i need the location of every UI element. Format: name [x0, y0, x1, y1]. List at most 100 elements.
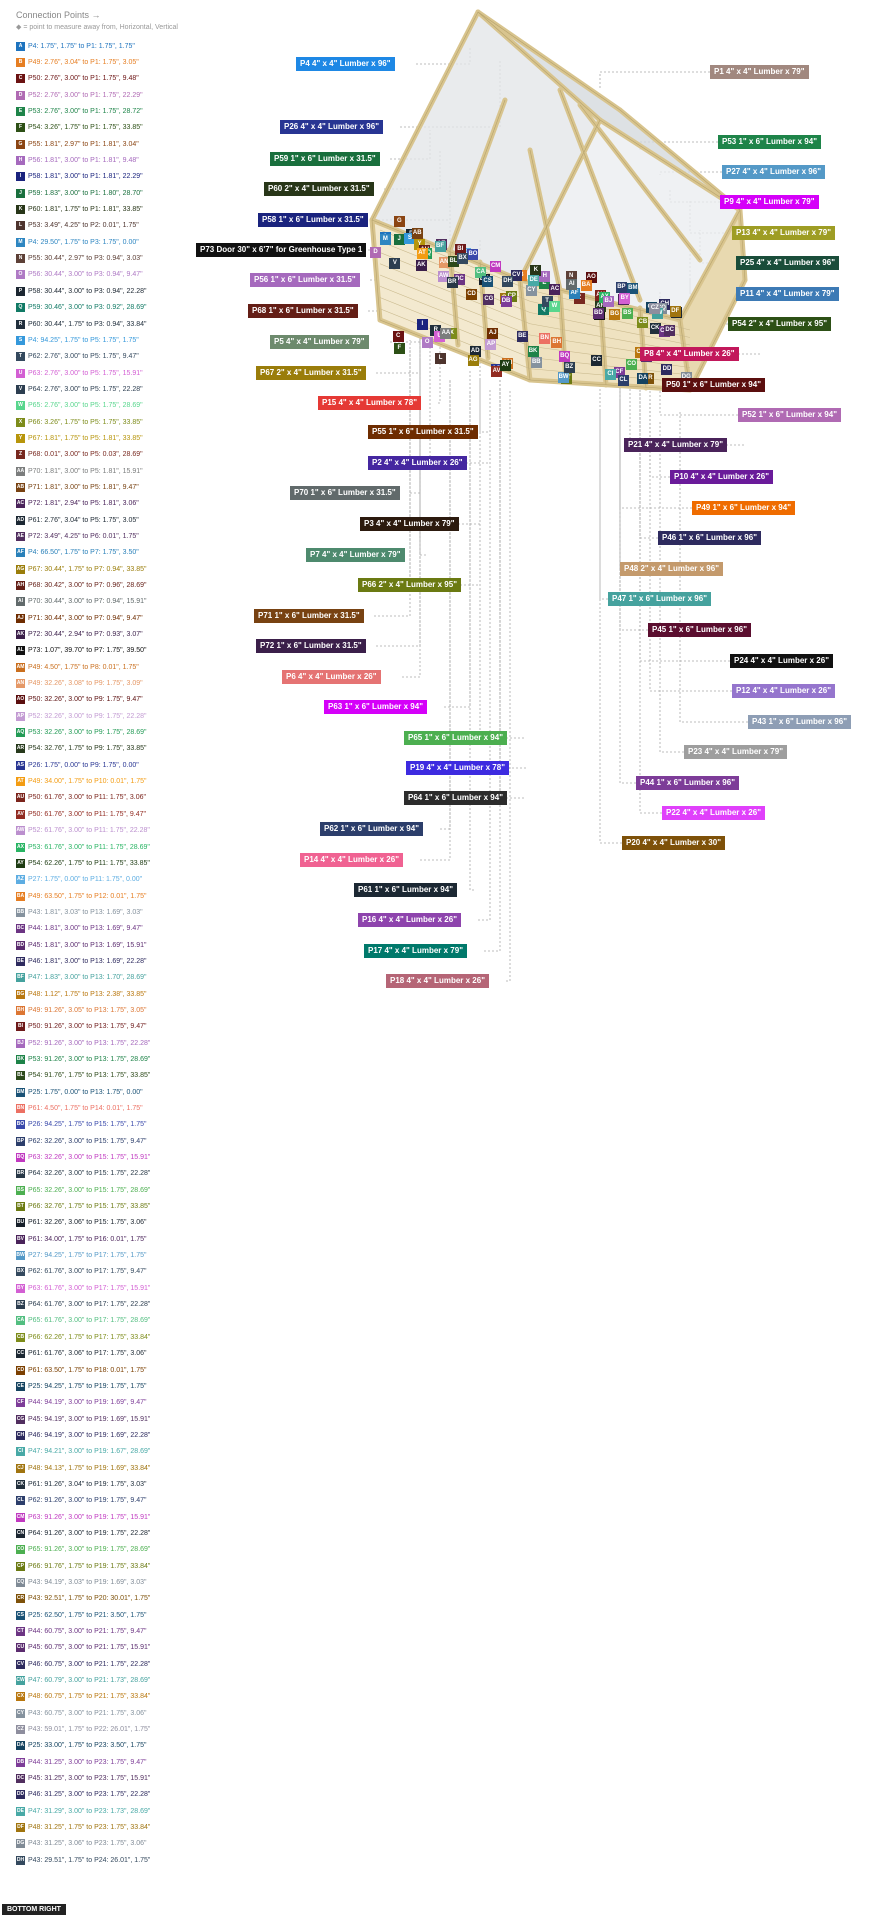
connection-point-code: AG: [16, 564, 25, 574]
part-label: P8 4" x 4" Lumber x 26": [640, 347, 739, 361]
connection-point-text: P61: 63.50", 1.75" to P18: 0.01", 1.75": [28, 1366, 147, 1374]
connection-point-text: P61: 91.26", 3.04" to P19: 1.75", 3.03": [28, 1480, 147, 1488]
part-label: P54 2" x 4" Lumber x 95": [728, 317, 831, 331]
part-label: P24 4" x 4" Lumber x 26": [730, 654, 833, 668]
connection-point-row: BZ P64: 61.76", 3.00" to P17: 1.75", 22.2…: [16, 1296, 216, 1312]
connection-point-row: BC P44: 1.81", 3.00" to P13: 1.69", 9.47": [16, 921, 216, 937]
connection-point-text: P43: 60.75", 3.00" to P21: 1.75", 3.06": [28, 1709, 147, 1717]
connection-point-row: DG P43: 31.25", 3.06" to P23: 1.75", 3.06…: [16, 1836, 216, 1852]
connection-tag: AO: [585, 271, 597, 283]
connection-tag: BE: [516, 331, 528, 343]
connection-tag: E: [538, 277, 550, 289]
part-label: P17 4" x 4" Lumber x 79": [364, 944, 467, 958]
connection-point-code: AM: [16, 662, 25, 672]
connection-point-text: P44: 1.81", 3.00" to P13: 1.69", 9.47": [28, 925, 143, 933]
connection-point-code: CK: [16, 1479, 25, 1489]
connection-tag: BD: [592, 307, 604, 319]
siding-board: [379, 263, 531, 325]
connection-point-row: AT P49: 34.00", 1.75" to P10: 0.01", 1.75…: [16, 773, 216, 789]
connection-point-code: AF: [16, 548, 25, 558]
connection-point-row: O P56: 30.44", 3.00" to P3: 0.94", 9.47": [16, 267, 216, 283]
connection-point-code: U: [16, 368, 25, 378]
leader-line: [506, 390, 511, 982]
connection-point-code: AR: [16, 744, 25, 754]
connection-point-text: P50: 91.26", 3.00" to P13: 1.75", 9.47": [28, 1023, 147, 1031]
connection-point-row: CB P66: 62.26", 1.75" to P17: 1.75", 33.8…: [16, 1329, 216, 1345]
connection-point-text: P56: 30.44", 3.00" to P3: 0.94", 9.47": [28, 271, 143, 279]
connection-tag: BC: [453, 273, 465, 285]
connection-point-row: CE P25: 94.25", 1.75" to P19: 1.75", 1.75…: [16, 1378, 216, 1394]
part-label: P73 Door 30" x 6'7" for Greenhouse Type …: [196, 243, 367, 257]
connection-tag: BN: [539, 333, 551, 345]
connection-point-code: BQ: [16, 1153, 25, 1163]
frame-member: [619, 109, 741, 211]
connection-point-row: DB P44: 31.25", 3.00" to P23: 1.75", 9.47…: [16, 1754, 216, 1770]
connection-point-code: DA: [16, 1741, 25, 1751]
connection-point-row: AN P49: 32.26", 3.08" to P9: 1.75", 3.09": [16, 675, 216, 691]
connection-point-text: P68: 0.01", 3.00" to P5: 0.03", 28.69": [28, 451, 143, 459]
part-label: P12 4" x 4" Lumber x 26": [732, 684, 835, 698]
connection-point-text: P52: 61.76", 3.00" to P11: 1.75", 22.28": [28, 827, 150, 835]
frame-member: [477, 11, 621, 111]
connection-tag: BS: [621, 308, 633, 320]
connection-point-code: CX: [16, 1692, 25, 1702]
connection-tag: R: [430, 325, 442, 337]
connection-tag: U: [434, 331, 446, 343]
connection-point-code: AB: [16, 482, 25, 492]
part-label: P7 4" x 4" Lumber x 79": [306, 548, 405, 562]
connection-point-code: BL: [16, 1071, 25, 1081]
part-label: P59 1" x 6" Lumber x 31.5": [270, 152, 380, 166]
connection-point-text: P47: 31.29", 3.00" to P23: 1.73", 28.69": [28, 1807, 151, 1815]
connection-point-code: CQ: [16, 1577, 25, 1587]
connection-point-row: AG P67: 30.44", 1.75" to P7: 0.94", 33.85…: [16, 561, 216, 577]
connection-point-row: CL P62: 91.26", 3.00" to P19: 1.75", 9.47…: [16, 1493, 216, 1509]
connection-point-row: AC P72: 1.81", 2.94" to P5: 1.81", 3.06": [16, 496, 216, 512]
connection-point-text: P49: 2.76", 3.04" to P1: 1.75", 3.05": [28, 59, 139, 67]
part-label: P10 4" x 4" Lumber x 26": [670, 470, 773, 484]
connection-point-code: AS: [16, 760, 25, 770]
connection-point-code: DH: [16, 1855, 25, 1865]
part-label: P68 1" x 6" Lumber x 31.5": [248, 304, 358, 318]
connection-tag: DB: [500, 295, 512, 307]
connection-point-text: P44: 60.75", 3.00" to P21: 1.75", 9.47": [28, 1628, 147, 1636]
connection-point-text: P62: 91.26", 3.00" to P19: 1.75", 9.47": [28, 1497, 147, 1505]
connection-point-row: CJ P48: 94.13", 1.75" to P19: 1.69", 33.8…: [16, 1460, 216, 1476]
view-corner-label: BOTTOM RIGHT: [2, 1904, 66, 1915]
connection-point-code: BA: [16, 891, 25, 901]
connection-point-row: BX P62: 61.76", 3.00" to P17: 1.75", 9.47…: [16, 1264, 216, 1280]
connection-point-row: CK P61: 91.26", 3.04" to P19: 1.75", 3.03…: [16, 1476, 216, 1492]
leader-line: [659, 420, 684, 753]
leader-line: [679, 410, 748, 723]
connection-point-text: P72: 3.49", 4.25" to P6: 0.01", 1.75": [28, 532, 139, 540]
connection-tag: BY: [619, 292, 631, 304]
connection-point-text: P45: 1.81", 3.00" to P13: 1.69", 15.91": [28, 941, 147, 949]
connection-point-code: CF: [16, 1398, 25, 1408]
connection-point-text: P27: 94.25", 1.75" to P17: 1.75", 1.75": [28, 1252, 147, 1260]
connection-tag: K: [530, 264, 542, 276]
connection-point-code: CR: [16, 1594, 25, 1604]
connection-point-row: CR P43: 92.51", 1.75" to P20: 30.01", 1.7…: [16, 1591, 216, 1607]
connection-point-code: CB: [16, 1332, 25, 1342]
connection-point-code: AZ: [16, 875, 25, 885]
connection-tag: M: [379, 234, 391, 246]
connection-point-code: BS: [16, 1185, 25, 1195]
connection-point-code: K: [16, 205, 25, 215]
connection-point-row: AW P52: 61.76", 3.00" to P11: 1.75", 22.2…: [16, 823, 216, 839]
part-label: P6 4" x 4" Lumber x 26": [282, 670, 381, 684]
connection-point-code: DF: [16, 1823, 25, 1833]
connection-point-row: AS P26: 1.75", 0.00" to P9: 1.75", 0.00": [16, 757, 216, 773]
connection-point-row: Q P59: 30.46", 3.00" to P3: 0.92", 28.69": [16, 300, 216, 316]
connection-point-text: P53: 3.49", 4.25" to P2: 0.01", 1.75": [28, 222, 139, 230]
connection-point-text: P43: 92.51", 1.75" to P20: 30.01", 1.75": [28, 1595, 151, 1603]
connection-point-text: P53: 32.26", 3.00" to P9: 1.75", 28.69": [28, 729, 147, 737]
connection-point-text: P49: 91.26", 3.05" to P13: 1.75", 3.05": [28, 1006, 147, 1014]
connection-point-row: W P65: 2.76", 3.00" to P5: 1.75", 28.69": [16, 398, 216, 414]
frame-member: [477, 11, 601, 121]
connection-tag: CG: [483, 293, 495, 305]
part-label: P11 4" x 4" Lumber x 79": [736, 287, 839, 301]
connection-point-row: CM P63: 91.26", 3.00" to P19: 1.75", 15.9…: [16, 1509, 216, 1525]
connection-point-text: P43: 94.19", 3.03" to P19: 1.69", 3.03": [28, 1578, 147, 1586]
connection-point-code: AA: [16, 466, 25, 476]
part-label: P46 1" x 6" Lumber x 96": [658, 531, 761, 545]
connection-point-row: BV P61: 34.00", 1.75" to P16: 0.01", 1.75…: [16, 1231, 216, 1247]
